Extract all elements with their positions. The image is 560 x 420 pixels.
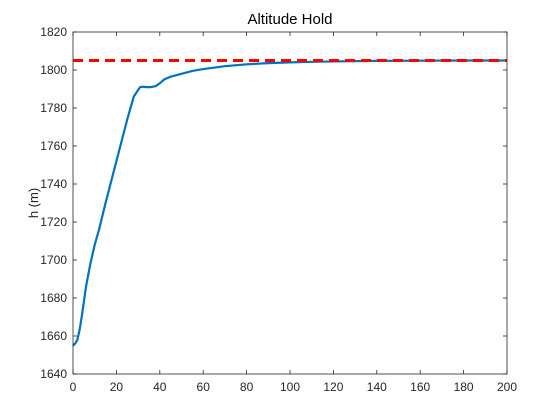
altitude-series-line	[72, 59, 507, 347]
y-axis-title: h (m)	[26, 188, 41, 218]
y-tick-label: 1760	[40, 139, 67, 153]
y-tick-label: 1680	[40, 291, 67, 305]
x-tick-label: 160	[410, 380, 430, 394]
y-tick-label: 1700	[40, 253, 67, 267]
plot-border	[72, 31, 508, 375]
chart-title: Altitude Hold	[247, 11, 332, 28]
x-tick-label: 140	[367, 380, 387, 394]
x-tick-label: 20	[110, 380, 124, 394]
y-tick-label: 1720	[40, 215, 67, 229]
y-tick-label: 1740	[40, 177, 67, 191]
x-tick-label: 0	[70, 380, 77, 394]
y-tick-label: 1640	[40, 367, 67, 381]
series-layer	[72, 59, 507, 347]
plot-area	[73, 32, 507, 374]
x-tick-label: 80	[240, 380, 254, 394]
y-tick-label: 1820	[40, 25, 67, 39]
x-tick-label: 100	[280, 380, 300, 394]
tick-layer: 0 20 40 60 80 100 120 140 160 180 200 1640 1660 1680 1…	[40, 25, 517, 394]
y-tick-label: 1800	[40, 63, 67, 77]
y-tick-label: 1780	[40, 101, 67, 115]
x-tick-label: 40	[153, 380, 167, 394]
y-tick-label: 1660	[40, 329, 67, 343]
x-tick-label: 180	[454, 380, 474, 394]
x-tick-label: 200	[497, 380, 517, 394]
x-tick-label: 60	[197, 380, 211, 394]
x-tick-label: 120	[323, 380, 343, 394]
